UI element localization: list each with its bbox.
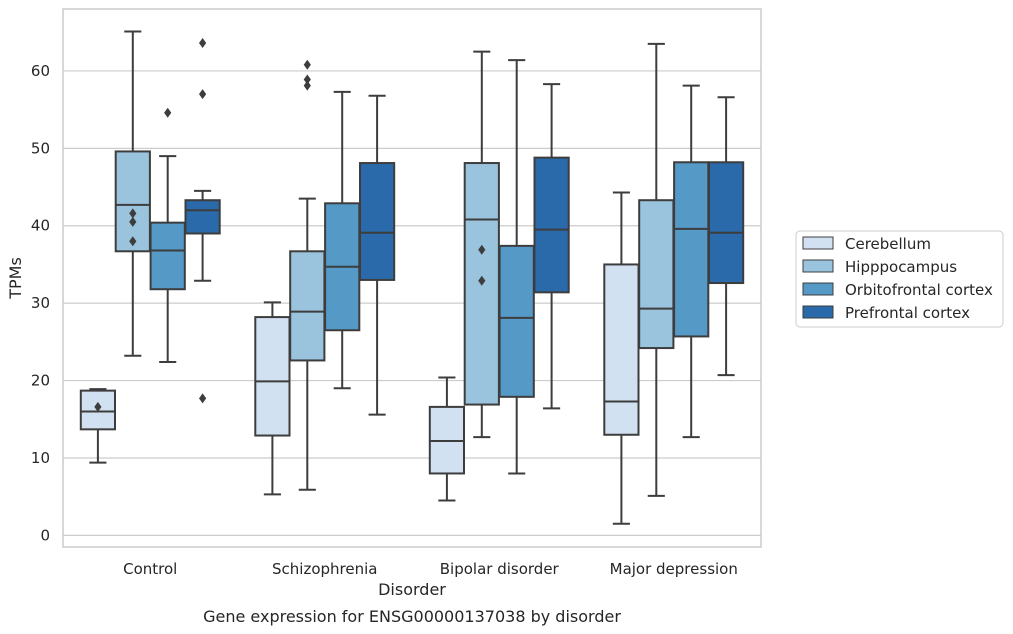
box [498, 244, 535, 398]
series-orbitofrontal-cortex [149, 59, 710, 475]
outlier-point [129, 236, 137, 247]
box [289, 250, 326, 362]
x-axis-title: Disorder [378, 580, 446, 599]
legend-swatch [802, 305, 834, 319]
outlier-point [303, 74, 311, 85]
legend-label: Hipppocampus [845, 258, 957, 276]
gridlines [63, 70, 761, 536]
x-tick-labels: Control Schizophrenia Bipolar disorder Majo… [123, 560, 738, 578]
y-tick-label: 20 [31, 372, 50, 390]
box [603, 263, 640, 436]
series-prefrontal-cortex [184, 38, 745, 416]
box-group [149, 107, 186, 363]
box [638, 199, 675, 350]
y-tick-label: 60 [31, 62, 50, 80]
box [149, 221, 186, 291]
plot-frame [62, 8, 762, 548]
outlier-point [303, 59, 311, 70]
outlier-point [478, 244, 486, 255]
outlier-point [303, 80, 311, 91]
y-axis-title: TPMs [6, 257, 25, 300]
box [673, 161, 710, 338]
outlier-point [199, 393, 207, 404]
box-group [254, 301, 291, 496]
box-group [603, 191, 640, 525]
box [114, 150, 151, 253]
box [254, 316, 291, 437]
y-tick-label: 10 [31, 449, 50, 467]
series-cerebellum [79, 191, 640, 525]
box-group [184, 38, 221, 404]
chart-caption: Gene expression for ENSG00000137038 by d… [203, 607, 621, 626]
y-tick-label: 0 [40, 526, 50, 544]
outlier-point [478, 275, 486, 286]
box-series [79, 30, 745, 525]
y-tick-label: 50 [31, 139, 50, 157]
legend-swatch [802, 236, 834, 250]
legend-label: Cerebellum [845, 235, 931, 253]
box-group [114, 30, 151, 357]
outlier-point [94, 401, 102, 412]
x-tick-label: Major depression [610, 560, 738, 578]
box-group [289, 59, 326, 491]
box-group [79, 388, 117, 464]
x-tick-label: Control [123, 560, 177, 578]
outlier-point [164, 107, 172, 118]
box-group [358, 94, 396, 416]
box [533, 156, 570, 294]
outlier-point [199, 38, 207, 49]
legend-label: Orbitofrontal cortex [845, 281, 993, 299]
x-tick-label: Bipolar disorder [440, 560, 560, 578]
box-group [498, 59, 535, 475]
y-tick-label: 30 [31, 294, 50, 312]
box-group [638, 42, 675, 497]
y-tick-labels: 0 10 20 30 40 50 60 [31, 62, 50, 544]
legend-label: Prefrontal cortex [845, 304, 970, 322]
box-group [428, 376, 466, 502]
box-group [533, 83, 570, 410]
y-tick-label: 40 [31, 217, 50, 235]
legend-swatch [802, 259, 834, 273]
legend-swatch [802, 282, 834, 296]
outlier-point [129, 208, 137, 219]
box-group [324, 90, 361, 390]
legend: Cerebellum Hipppocampus Orbitofrontal cort… [795, 230, 1004, 328]
outlier-point [199, 89, 207, 100]
box-group [673, 84, 710, 439]
outlier-point [129, 216, 137, 227]
box [707, 161, 745, 285]
box-group [707, 96, 745, 377]
legend-frame [795, 230, 1004, 328]
box-group [463, 50, 500, 439]
series-hipppocampus [114, 30, 675, 497]
x-tick-label: Schizophrenia [272, 560, 377, 578]
box [184, 199, 221, 235]
box [358, 162, 396, 281]
